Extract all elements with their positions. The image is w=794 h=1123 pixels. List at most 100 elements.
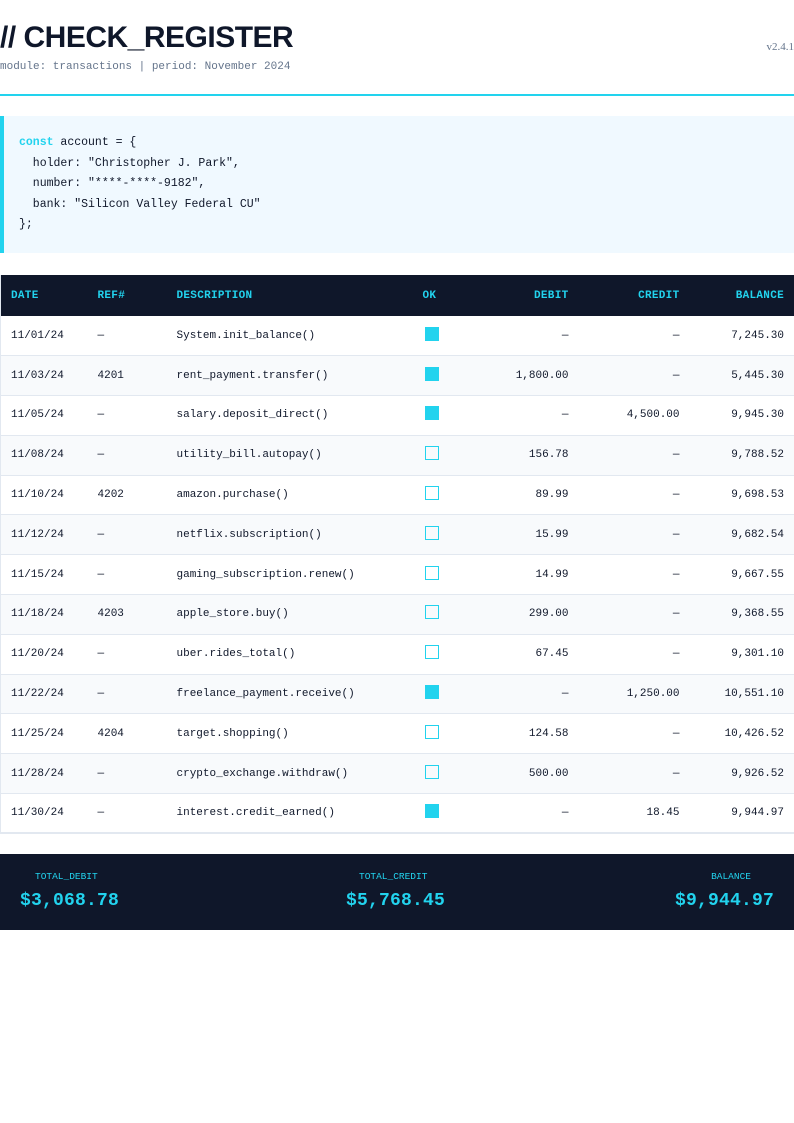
balance-cell: 9,945.30 <box>731 409 784 422</box>
ref-cell: — <box>97 767 105 780</box>
ok-cell <box>413 595 468 635</box>
table-row[interactable]: 11/12/24 — netflix.subscription() 15.99 — 9,6… <box>0 514 794 555</box>
column-header-ok[interactable]: OK <box>422 289 437 302</box>
ok-cell <box>413 555 468 595</box>
table-row[interactable]: 11/05/24 — salary.deposit_direct() — 4,500.0… <box>0 396 794 436</box>
ok-cell <box>413 435 468 475</box>
description-cell: target.shopping() <box>176 727 289 740</box>
checkbox-checked-icon[interactable] <box>424 366 439 381</box>
description-cell: salary.deposit_direct() <box>176 409 329 422</box>
checkbox-unchecked-icon[interactable] <box>424 446 439 461</box>
column-header-debit[interactable]: DEBIT <box>533 289 569 302</box>
checkbox-unchecked-icon[interactable] <box>424 525 439 540</box>
date-cell: 11/08/24 <box>11 449 64 462</box>
date-cell: 11/03/24 <box>11 369 64 382</box>
register-table-container: DATE REF# DESCRIPTION OK DEBIT CREDIT BA… <box>0 275 794 835</box>
total-credit-value: $5,768.45 <box>346 891 446 911</box>
debit-cell: 15.99 <box>535 528 569 541</box>
ref-cell: — <box>97 409 105 422</box>
column-header-ref[interactable]: REF# <box>97 289 126 302</box>
checkbox-checked-icon[interactable] <box>424 326 439 341</box>
ref-cell: 4202 <box>97 489 124 502</box>
date-cell: 11/05/24 <box>11 409 64 422</box>
ref-cell: 4201 <box>97 369 124 382</box>
balance-cell: 9,788.52 <box>731 449 784 462</box>
checkbox-unchecked-icon[interactable] <box>424 764 439 779</box>
table-row[interactable]: 11/25/24 4204 target.shopping() 124.58 — 10,4… <box>0 714 794 754</box>
description-cell: freelance_payment.receive() <box>176 688 355 701</box>
description-cell: System.init_balance() <box>176 329 316 342</box>
description-cell: utility_bill.autopay() <box>176 449 322 462</box>
table-row[interactable]: 11/18/24 4203 apple_store.buy() 299.00 — 9,36… <box>0 594 794 635</box>
credit-cell: 4,500.00 <box>626 409 680 422</box>
debit-cell: 124.58 <box>528 727 569 740</box>
ref-cell: — <box>97 568 105 581</box>
debit-cell: — <box>561 807 569 820</box>
credit-cell: — <box>672 369 680 382</box>
ref-cell: — <box>97 688 105 701</box>
table-row[interactable]: 11/10/24 4202 amazon.purchase() 89.99 — 9,698… <box>0 475 794 515</box>
account-number-line: number: "****-****-9182", <box>19 177 206 191</box>
table-row[interactable]: 11/30/24 — interest.credit_earned() — 18.45 9… <box>1 794 794 834</box>
balance-cell: 9,682.54 <box>731 528 784 541</box>
balance-cell: 10,426.52 <box>724 727 784 740</box>
debit-cell: 89.99 <box>535 489 569 502</box>
table-row[interactable]: 11/20/24 — uber.rides_total() 67.45 — 9,301.1… <box>0 634 794 675</box>
page-subtitle: module: transactions | period: November … <box>0 61 291 73</box>
page-header: // CHECK_REGISTER module: transactions |… <box>0 0 794 96</box>
register-table: DATE REF# DESCRIPTION OK DEBIT CREDIT BA… <box>0 275 794 835</box>
credit-cell: — <box>672 449 680 462</box>
ok-cell <box>413 475 468 515</box>
credit-cell: — <box>672 608 680 621</box>
ok-cell <box>413 714 468 754</box>
balance-cell: 9,667.55 <box>731 568 784 581</box>
table-row[interactable]: 11/28/24 — crypto_exchange.withdraw() 500.0… <box>0 753 794 794</box>
credit-cell: — <box>672 568 680 581</box>
table-row[interactable]: 11/03/24 4201 rent_payment.transfer() 1,800… <box>0 355 794 396</box>
page-title: // CHECK_REGISTER <box>0 21 294 54</box>
table-row[interactable]: 11/22/24 — freelance_payment.receive() — 1,2… <box>0 674 794 714</box>
balance-cell: 9,944.97 <box>731 807 784 820</box>
ok-cell <box>413 396 468 436</box>
balance-cell: 9,301.10 <box>731 648 784 661</box>
account-info-block: const account = { holder: "Christopher J… <box>0 116 794 253</box>
description-cell: uber.rides_total() <box>176 648 296 661</box>
ok-cell <box>413 356 468 396</box>
date-cell: 11/18/24 <box>11 608 64 621</box>
checkbox-checked-icon[interactable] <box>424 406 439 421</box>
column-header-credit[interactable]: CREDIT <box>638 289 680 302</box>
balance-cell: 10,551.10 <box>724 688 784 701</box>
checkbox-unchecked-icon[interactable] <box>424 645 439 660</box>
code-line-1: account = { <box>53 136 137 149</box>
total-credit-label: TOTAL_CREDIT <box>359 871 428 882</box>
checkbox-checked-icon[interactable] <box>424 685 439 700</box>
credit-cell: — <box>672 329 680 342</box>
checkbox-unchecked-icon[interactable] <box>424 605 439 620</box>
balance-value: $9,944.97 <box>674 891 774 911</box>
balance-cell: 9,926.52 <box>731 767 784 780</box>
table-row[interactable]: 11/08/24 — utility_bill.autopay() 156.78 — 9,… <box>0 435 794 476</box>
table-row[interactable]: 11/15/24 — gaming_subscription.renew() 14.9… <box>0 555 794 595</box>
ok-cell <box>413 316 468 356</box>
credit-cell: — <box>672 489 680 502</box>
checkbox-unchecked-icon[interactable] <box>424 486 439 501</box>
balance-summary: BALANCE $9,944.97 <box>654 854 774 930</box>
column-header-balance[interactable]: BALANCE <box>735 289 784 302</box>
checkbox-checked-icon[interactable] <box>424 804 439 819</box>
ok-cell <box>413 674 468 714</box>
table-row[interactable]: 11/01/24 — System.init_balance() — — 7,245.30 <box>0 316 794 356</box>
checkbox-unchecked-icon[interactable] <box>424 724 439 739</box>
description-cell: crypto_exchange.withdraw() <box>176 767 349 780</box>
description-cell: netflix.subscription() <box>176 528 322 541</box>
balance-cell: 9,698.53 <box>731 489 784 502</box>
ref-cell: — <box>97 449 105 462</box>
checkbox-unchecked-icon[interactable] <box>424 565 439 580</box>
account-holder-line: holder: "Christopher J. Park", <box>19 156 240 170</box>
column-header-date[interactable]: DATE <box>11 289 39 302</box>
balance-cell: 7,245.30 <box>731 329 784 342</box>
code-line-close: }; <box>19 218 33 232</box>
account-bank-line: bank: "Silicon Valley Federal CU" <box>19 197 261 211</box>
debit-cell: — <box>561 329 569 342</box>
column-header-description[interactable]: DESCRIPTION <box>176 289 253 302</box>
ok-cell <box>413 634 468 674</box>
